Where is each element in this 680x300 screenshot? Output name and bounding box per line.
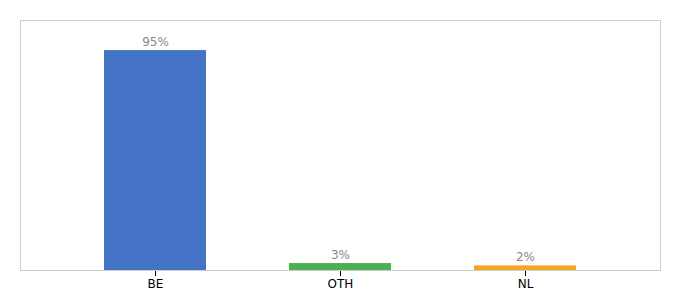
svg-text:3%: 3%	[331, 248, 350, 262]
svg-text:95%: 95%	[142, 35, 169, 49]
svg-text:BE: BE	[148, 277, 164, 291]
svg-text:NL: NL	[518, 277, 534, 291]
svg-text:OTH: OTH	[328, 277, 354, 291]
svg-text:2%: 2%	[516, 250, 535, 264]
